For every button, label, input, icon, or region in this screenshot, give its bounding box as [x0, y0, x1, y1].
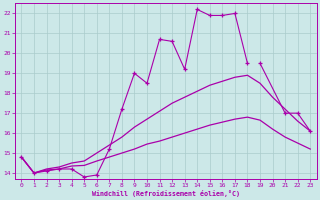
X-axis label: Windchill (Refroidissement éolien,°C): Windchill (Refroidissement éolien,°C) [92, 190, 240, 197]
